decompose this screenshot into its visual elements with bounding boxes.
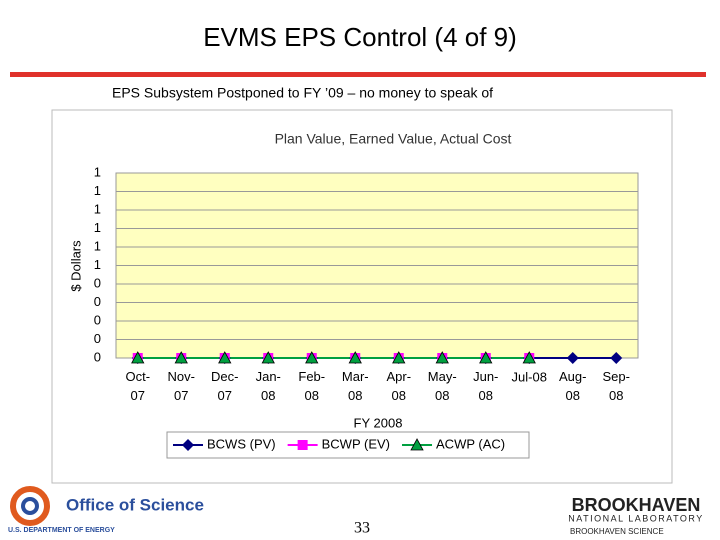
- x-tick-label: Aug- 08: [559, 369, 586, 403]
- x-tick-label-line: Apr-: [386, 369, 411, 384]
- x-tick-label-line: Dec-: [211, 369, 238, 384]
- y-tick-label: 1: [94, 164, 101, 179]
- legend-label: ACWP (AC): [436, 436, 505, 451]
- x-tick-label: Sep- 08: [603, 369, 630, 403]
- x-tick-label-line: Nov-: [168, 369, 195, 384]
- marker: [479, 351, 493, 364]
- x-tick-label-line: 08: [305, 388, 319, 403]
- title-rule: [10, 72, 706, 77]
- x-tick-label: Jan- 08: [256, 369, 281, 403]
- legend-label: BCWP (EV): [322, 436, 390, 451]
- page-number: 33: [354, 520, 370, 537]
- y-tick-label: 1: [94, 220, 101, 235]
- x-tick-label-line: Mar-: [342, 369, 369, 384]
- y-tick-label: 1: [94, 257, 101, 272]
- slide-subtitle: EPS Subsystem Postponed to FY ’09 – no m…: [112, 85, 493, 101]
- marker: [305, 351, 319, 364]
- chart: Plan Value, Earned Value, Actual Cost 0 0 0…: [68, 131, 639, 459]
- logo-text: Office of Science: [66, 495, 204, 514]
- x-tick-label: May- 08: [428, 369, 457, 403]
- marker: [610, 352, 623, 364]
- x-tick-label-line: Jun-: [473, 369, 498, 384]
- y-tick-label: 1: [94, 238, 101, 253]
- marker: [522, 351, 536, 364]
- x-tick-label-line: May-: [428, 369, 457, 384]
- marker: [566, 352, 579, 364]
- x-tick-label-line: 07: [174, 388, 188, 403]
- y-tick-label: 1: [94, 201, 101, 216]
- legend-label: BCWS (PV): [207, 436, 276, 451]
- logo-subtext: NATIONAL LABORATORY: [568, 513, 704, 523]
- marker: [174, 351, 188, 364]
- x-tick-label-line: Sep-: [603, 369, 630, 384]
- doe-logo: Office of Science U.S. DEPARTMENT OF ENE…: [8, 486, 204, 534]
- x-axis-label: FY 2008: [354, 415, 403, 430]
- y-tick-label: 0: [94, 331, 101, 346]
- x-tick-label: Jun- 08: [473, 369, 498, 403]
- x-tick-label: Nov- 07: [168, 369, 195, 403]
- bnl-logo: BROOKHAVEN NATIONAL LABORATORY BROOKHAVE…: [568, 495, 704, 536]
- logo-subtext: U.S. DEPARTMENT OF ENERGY: [8, 527, 115, 534]
- marker: [297, 440, 308, 450]
- x-tick-label: Apr- 08: [386, 369, 411, 403]
- x-tick-label: Mar- 08: [342, 369, 369, 403]
- x-tick-label-line: 08: [566, 388, 580, 403]
- x-tick-label: Dec- 07: [211, 369, 238, 403]
- marker: [348, 351, 362, 364]
- x-tick-label-line: Aug-: [559, 369, 586, 384]
- x-tick-label: Oct- 07: [125, 369, 150, 403]
- y-tick-label: 0: [94, 312, 101, 327]
- x-tick-label-line: 08: [348, 388, 362, 403]
- x-tick-label-line: Feb-: [298, 369, 325, 384]
- x-tick-label-line: 08: [435, 388, 449, 403]
- x-tick-label-line: 08: [261, 388, 275, 403]
- x-tick-label-line: Jan-: [256, 369, 281, 384]
- marker: [261, 351, 275, 364]
- x-tick-label-line: 08: [392, 388, 406, 403]
- x-tick-label-line: 08: [609, 388, 623, 403]
- x-tick-label: Jul-08: [512, 369, 547, 384]
- x-tick-label-line: 08: [479, 388, 493, 403]
- y-axis-label: $ Dollars: [68, 240, 83, 292]
- marker: [435, 351, 449, 364]
- y-tick-label: 0: [94, 294, 101, 309]
- y-tick-label: 0: [94, 349, 101, 364]
- y-tick-label: 0: [94, 275, 101, 290]
- logo-mark: [10, 486, 50, 526]
- marker: [392, 351, 406, 364]
- marker: [410, 438, 424, 451]
- marker: [182, 439, 194, 451]
- legend-box: [166, 431, 530, 459]
- marker: [218, 351, 232, 364]
- x-tick-label-line: Oct-: [125, 369, 150, 384]
- x-tick-label: Feb- 08: [298, 369, 325, 403]
- marker: [131, 351, 145, 364]
- y-tick-label: 1: [94, 183, 101, 198]
- slide-title: EVMS EPS Control (4 of 9): [203, 22, 517, 52]
- x-tick-label-line: 07: [131, 388, 145, 403]
- chart-title: Plan Value, Earned Value, Actual Cost: [275, 131, 512, 147]
- logo-mark: [21, 497, 39, 515]
- x-tick-label-line: 07: [218, 388, 232, 403]
- logo-footer: BROOKHAVEN SCIENCE: [570, 527, 664, 536]
- logo-text: BROOKHAVEN: [572, 495, 701, 515]
